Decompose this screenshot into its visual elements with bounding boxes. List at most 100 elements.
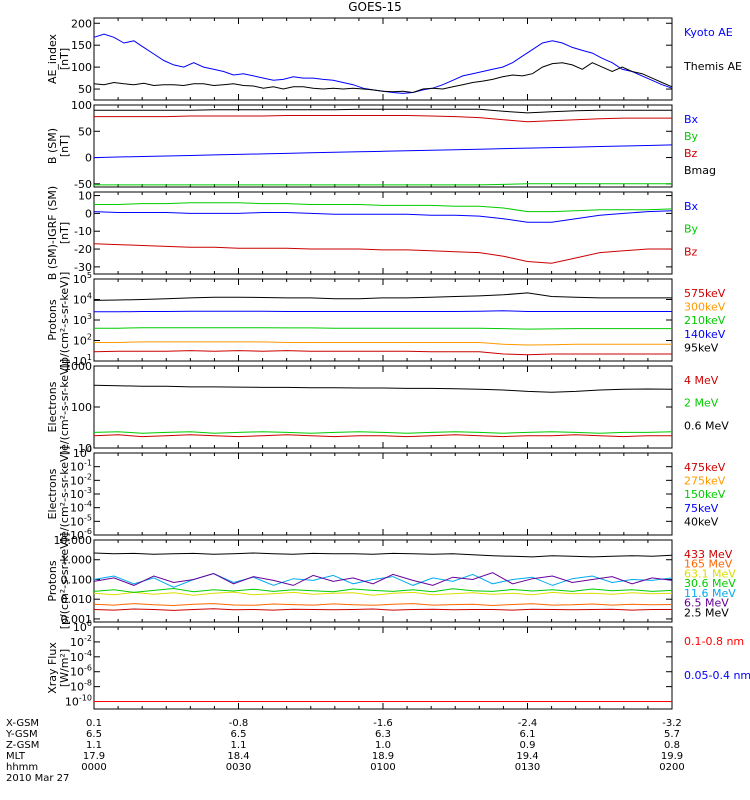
table-row-label: Y-GSM <box>5 729 38 740</box>
panel-1-series-bx <box>93 144 673 159</box>
panel-5-ytick-label: 10-5 <box>70 513 92 528</box>
table-row-label: X-GSM <box>6 718 39 729</box>
panel-3-legend-entry: 300keV <box>684 301 726 314</box>
panel-1-ytick-label: 50 <box>78 125 92 138</box>
panel-7-legend-entry: 0.05-0.4 nm <box>684 669 750 682</box>
panel-0-ytick-label: 50 <box>78 83 92 96</box>
panel-7-ytick-label: 10-6 <box>70 664 92 679</box>
table-cell: 0000 <box>81 762 106 773</box>
panel-6-legend-entry: 6.5 MeV <box>684 597 729 610</box>
table-cell: 0200 <box>659 762 684 773</box>
panel-4-legend-entry: 2 MeV <box>684 397 719 410</box>
table-cell: 0100 <box>370 762 395 773</box>
panel-6-ytick-label: 10.000 <box>54 534 93 547</box>
panel-2-ytick-label: -20 <box>74 243 92 256</box>
panel-3-ylabel: Protons <box>46 299 59 340</box>
panel-3-ylabel: [p/(cm²-s-sr-keV)] <box>58 272 71 369</box>
table-cell: 6.5 <box>86 729 102 740</box>
panel-2-ytick-label: 10 <box>78 190 92 203</box>
panel-0-series-kyoto-ae <box>93 33 673 94</box>
panel-0-series-themis-ae <box>93 62 673 94</box>
panel-3-series-140kev <box>94 310 672 313</box>
panel-3-ytick-label: 102 <box>73 333 92 348</box>
panel-6-series-63-1-mev <box>93 591 673 596</box>
table-row-label: Z-GSM <box>6 740 39 751</box>
table-cell: -3.2 <box>662 718 682 729</box>
table-cell: 0.9 <box>520 740 536 751</box>
panel-7-ylabel: [W/m²] <box>58 649 71 687</box>
panel-6-ytick-label: 1.000 <box>61 554 93 567</box>
panel-6-legend-entry: 433 MeV <box>684 548 733 561</box>
date-label: 2010 Mar 27 <box>6 773 69 784</box>
panel-6-series-6-5-mev <box>93 572 673 586</box>
panel-1-legend-entry: Bz <box>684 147 698 160</box>
panel-0-ylabel: AE_index <box>46 33 59 84</box>
panel-6-ytick-label: 0.001 <box>61 613 93 626</box>
panel-2-series-by <box>94 202 673 213</box>
panel-3-legend-entry: 140keV <box>684 328 726 341</box>
table-cell: 6.5 <box>231 729 247 740</box>
panel-1-series-by <box>94 183 672 186</box>
panel-2-legend-entry: Bz <box>684 245 698 258</box>
table-cell: 0130 <box>515 762 540 773</box>
panel-6-series-11-6-mev <box>93 572 673 588</box>
panel-2-series-bz <box>93 243 672 264</box>
panel-7-frame <box>93 626 673 710</box>
table-cell: 18.9 <box>372 751 394 762</box>
panel-6-ytick-label: 0.010 <box>61 593 93 606</box>
panel-4-ylabel: Electrons <box>46 381 59 432</box>
panel-2-ytick-label: 0 <box>85 207 92 220</box>
table-row-label: hhmm <box>6 762 38 773</box>
table-cell: 0.1 <box>86 718 102 729</box>
panel-3-legend-entry: 210keV <box>684 314 726 327</box>
panel-6-legend-entry: 63.1 MeV <box>684 567 736 580</box>
table-cell: 5.7 <box>664 729 680 740</box>
panel-4-legend-entry: 0.6 MeV <box>684 419 729 432</box>
panel-6-ytick-label: 0.100 <box>61 573 93 586</box>
table-cell: -1.6 <box>373 718 393 729</box>
panel-7-ytick-label: 10-4 <box>70 649 92 664</box>
panel-2-legend-entry: Bx <box>684 200 699 213</box>
panel-3-series-300kev <box>94 341 672 346</box>
table-cell: -0.8 <box>229 718 249 729</box>
table-cell: 19.9 <box>661 751 683 762</box>
panel-1-ytick-label: 100 <box>71 99 92 112</box>
panel-7-ytick-label: 10-8 <box>70 679 92 694</box>
panel-7-ytick-label: 10-2 <box>70 634 92 649</box>
panel-1-legend-entry: Bmag <box>684 164 716 177</box>
table-cell: 1.1 <box>231 740 247 751</box>
panel-1-legend-entry: By <box>684 130 699 143</box>
panel-4-series-0-6-mev <box>93 384 673 393</box>
panel-1-ylabel: B (SM) <box>46 128 59 164</box>
panel-6-series-165-mev <box>93 603 673 607</box>
panel-5-legend-entry: 275keV <box>684 475 726 488</box>
table-cell: 6.3 <box>375 729 391 740</box>
panel-6-legend-entry: 2.5 MeV <box>684 606 729 619</box>
panel-0-ylabel: [nT] <box>58 48 71 70</box>
panel-2-ytick-label: -30 <box>74 261 92 274</box>
panel-3-legend-entry: 575keV <box>684 287 726 300</box>
panel-5-frame <box>93 452 673 536</box>
panel-2-ylabel: B (SM)-IGRF (SM) <box>46 186 59 280</box>
panel-4-ylabel: [e/(cm²-s-sr-keV)] <box>58 359 71 455</box>
table-row-label: MLT <box>6 751 26 762</box>
table-cell: 6.1 <box>520 729 536 740</box>
panel-5-legend-entry: 150keV <box>684 488 726 501</box>
table-cell: 0.8 <box>664 740 680 751</box>
panel-6-series-433-mev <box>93 608 672 611</box>
panel-7-ytick-label: 100 <box>73 619 92 634</box>
panel-2-series-bx <box>93 210 673 223</box>
panel-4-series-4-mev <box>93 434 672 438</box>
panel-3-series-210kev <box>94 327 672 330</box>
panel-5-ytick-label: 100 <box>73 445 92 460</box>
panel-7-ylabel: Xray Flux <box>46 642 59 694</box>
panel-3-ytick-label: 104 <box>73 292 92 307</box>
panel-6-legend-entry: 30.6 MeV <box>684 577 736 590</box>
panel-5-legend-entry: 75keV <box>684 502 719 515</box>
panel-0-frame <box>93 17 673 101</box>
panel-2-legend-entry: By <box>684 223 699 236</box>
panel-3-series-575kev <box>93 350 672 356</box>
panel-5-ylabel: [e/(cm²-s-sr-keV)] <box>58 446 71 542</box>
